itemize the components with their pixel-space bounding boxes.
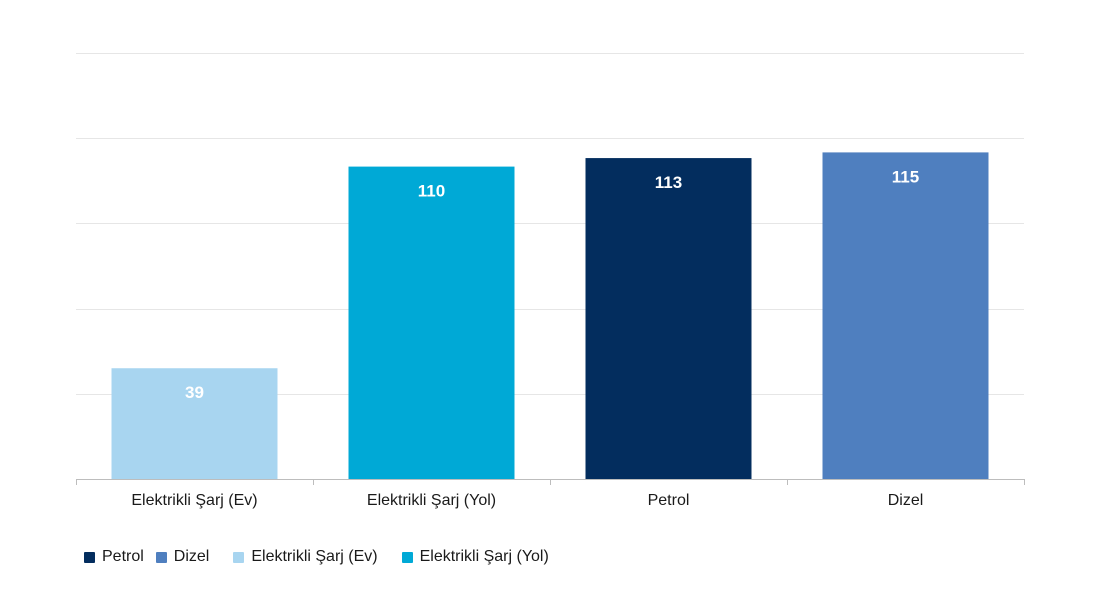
legend-label-elektrikli-yol: Elektrikli Şarj (Yol) [419,548,549,565]
x-tick-label: Petrol [648,492,690,509]
x-axis: Elektrikli Şarj (Ev) Elektrikli Şarj (Yol… [76,479,1025,509]
data-label: 113 [655,173,682,192]
legend-item-petrol[interactable]: Petrol [84,548,144,566]
bar [111,368,278,479]
legend-item-dizel[interactable]: Dizel [155,548,210,566]
legend-item-elektrikli-yol[interactable]: Elektrikli Şarj (Yol) [401,548,549,566]
legend-swatch-petrol [84,551,95,563]
x-tick-label: Elektrikli Şarj (Yol) [367,492,496,509]
legend-swatch-elektrikli-yol [401,551,413,563]
bar [822,152,989,479]
bars [111,152,989,479]
legend-label-petrol: Petrol [102,548,144,565]
data-label: 39 [185,383,204,402]
legend: Petrol Dizel Elektrikli Şarj (Ev) Elektr… [84,545,561,569]
legend-label-elektrikli-ev: Elektrikli Şarj (Ev) [251,548,378,565]
data-label: 115 [892,167,919,186]
bar [348,166,515,479]
x-tick-label: Dizel [888,492,924,509]
legend-item-elektrikli-ev[interactable]: Elektrikli Şarj (Ev) [233,548,378,566]
data-label: 110 [418,182,445,201]
x-tick-label: Elektrikli Şarj (Ev) [131,492,257,509]
legend-label-dizel: Dizel [173,548,210,565]
legend-swatch-dizel [155,551,167,563]
data-labels: 39 110 113 115 [185,167,919,402]
legend-swatch-elektrikli-ev [233,551,245,563]
bar [585,158,752,479]
